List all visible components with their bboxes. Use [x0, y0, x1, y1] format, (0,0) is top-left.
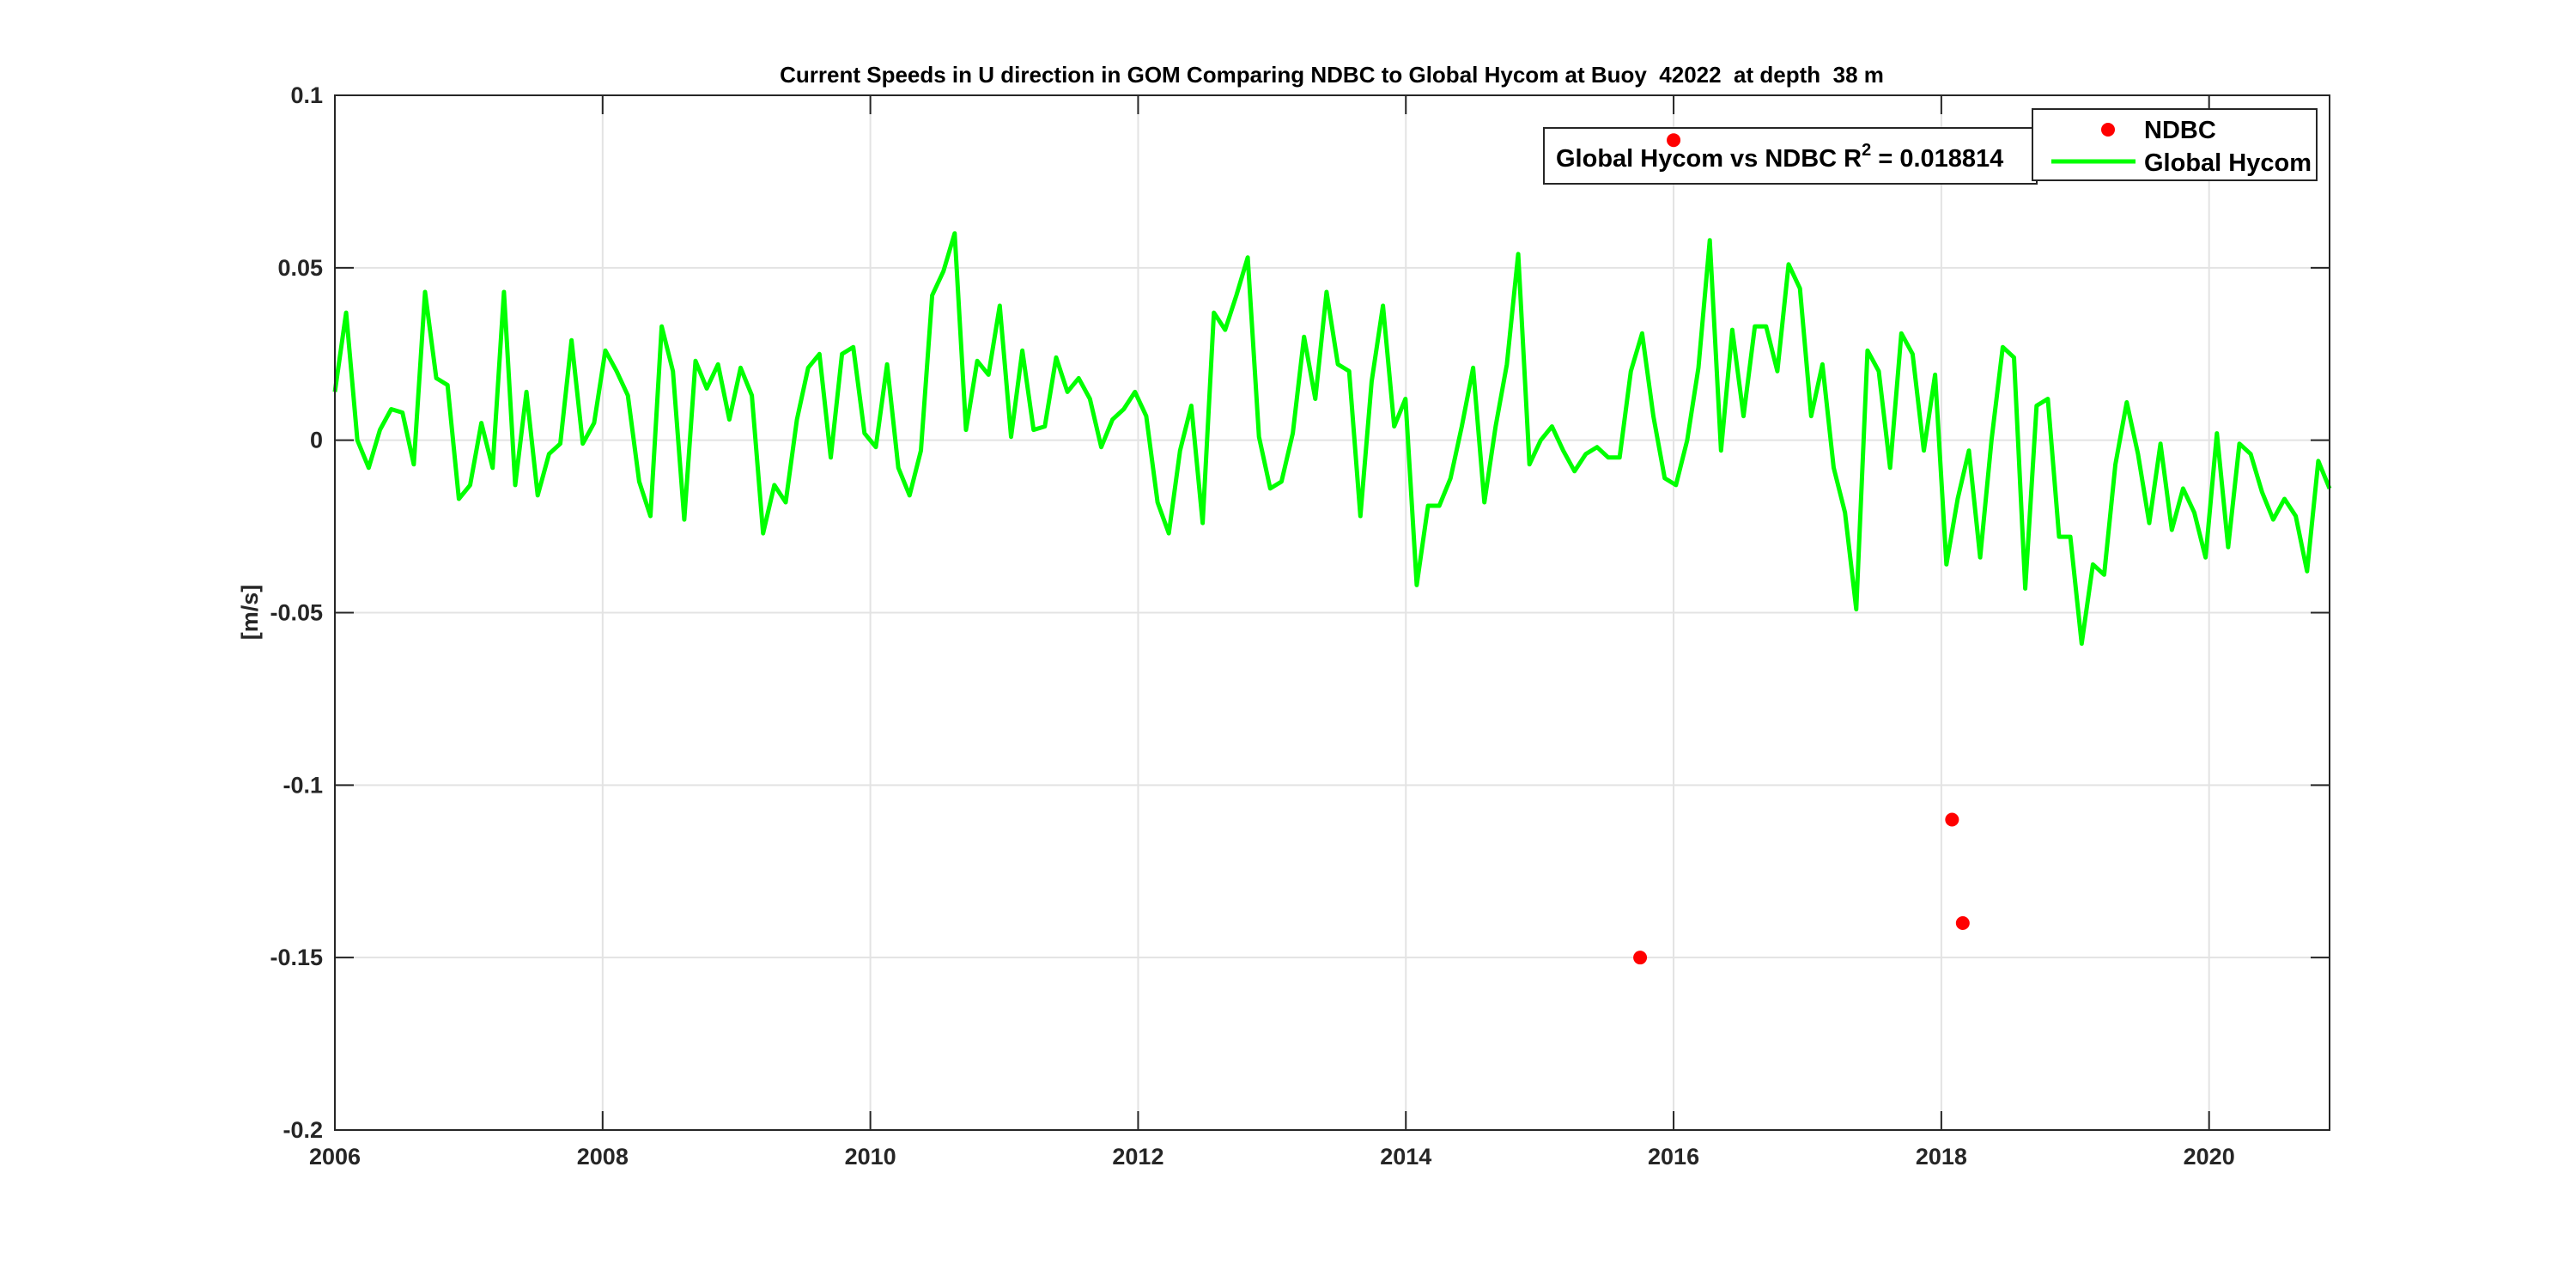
legend: NDBC Global Hycom — [2032, 108, 2318, 181]
legend-marker-ndbc — [2101, 123, 2115, 137]
annotation-suffix: = 0.018814 — [1871, 145, 2003, 173]
legend-label-ndbc: NDBC — [2144, 117, 2216, 144]
x-tick-label: 2008 — [577, 1144, 629, 1170]
global-hycom-line — [332, 231, 2332, 647]
x-tick-label: 2006 — [309, 1144, 361, 1170]
chart-title: Current Speeds in U direction in GOM Com… — [780, 62, 1884, 88]
x-tick-label: 2014 — [1380, 1144, 1431, 1170]
annotation-text: Global Hycom vs NDBC R2 = 0.018814 — [1556, 141, 2003, 173]
y-tick-label: 0 — [310, 428, 323, 453]
r-squared-annotation: Global Hycom vs NDBC R2 = 0.018814 — [1543, 127, 2038, 185]
y-tick-label: -0.05 — [270, 600, 323, 626]
y-tick-label: -0.15 — [270, 945, 323, 970]
legend-label-global-hycom: Global Hycom — [2144, 149, 2312, 177]
x-tick-label: 2018 — [1916, 1144, 1967, 1170]
y-tick-label: 0.1 — [290, 82, 323, 108]
ndbc-point — [1633, 951, 1648, 965]
ticks: 2006 2008 2010 2012 2014 2016 2018 2020 0.1 0.05 0… — [270, 82, 2330, 1170]
ndbc-point — [1955, 916, 1970, 930]
ndbc-point — [1945, 812, 1959, 827]
x-tick-label: 2020 — [2184, 1144, 2235, 1170]
plot-area — [332, 231, 2332, 647]
annotation-superscript: 2 — [1862, 141, 1871, 160]
y-tick-label: 0.05 — [277, 255, 323, 281]
ndbc-point — [1667, 133, 1681, 148]
y-axis-label: [m/s] — [237, 585, 263, 641]
x-tick-label: 2012 — [1112, 1144, 1163, 1170]
y-tick-label: -0.1 — [283, 772, 323, 798]
legend-box — [2032, 108, 2318, 181]
x-tick-label: 2016 — [1648, 1144, 1699, 1170]
y-tick-label: -0.2 — [283, 1117, 323, 1143]
x-tick-label: 2010 — [845, 1144, 896, 1170]
ndbc-points — [1633, 133, 1970, 965]
annotation-prefix: Global Hycom vs NDBC R — [1556, 145, 1862, 173]
